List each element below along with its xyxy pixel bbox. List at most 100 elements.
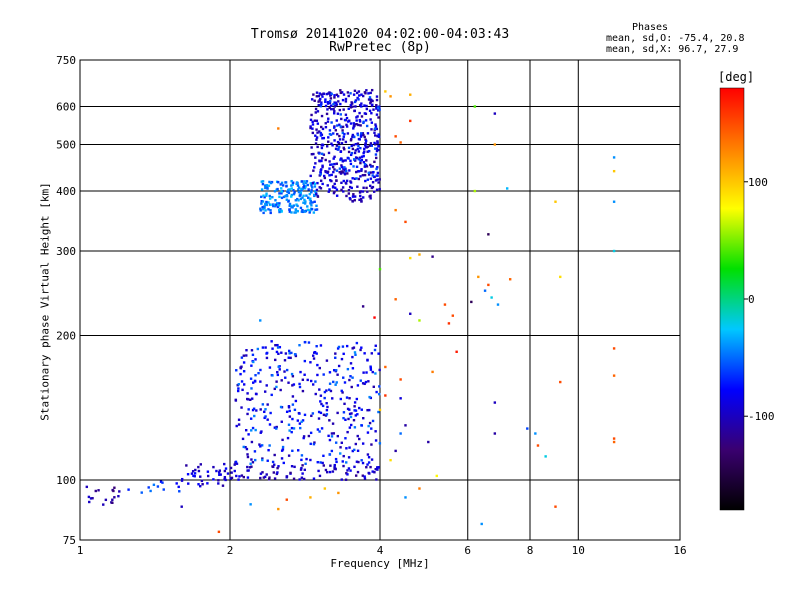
data-point (266, 185, 269, 188)
data-point (185, 464, 188, 467)
data-point (312, 442, 316, 446)
data-point (287, 191, 291, 195)
data-point (347, 417, 350, 421)
data-point (230, 476, 234, 480)
data-point (326, 470, 329, 474)
data-point (554, 200, 557, 203)
data-point (331, 397, 334, 400)
data-point (351, 367, 355, 370)
data-point (559, 275, 562, 279)
data-point (178, 490, 181, 493)
data-point (254, 458, 257, 462)
data-point (363, 352, 366, 355)
data-point (261, 346, 265, 349)
data-point (378, 442, 382, 445)
data-point (338, 134, 341, 138)
data-point (118, 490, 121, 493)
data-point (354, 99, 358, 102)
data-point (265, 351, 269, 355)
data-point (273, 463, 276, 466)
data-point (223, 462, 226, 466)
data-point (278, 208, 281, 212)
data-point (309, 118, 313, 122)
data-point (358, 94, 361, 97)
data-point (363, 135, 366, 139)
data-point (293, 211, 296, 214)
data-point (329, 104, 333, 107)
data-point (309, 202, 312, 205)
data-point (370, 352, 373, 355)
data-point (364, 170, 367, 173)
data-point (310, 189, 313, 192)
data-point (342, 190, 345, 193)
data-point (343, 148, 346, 151)
data-point (349, 104, 353, 107)
data-point (344, 97, 348, 101)
data-point (355, 91, 359, 95)
data-point (361, 305, 365, 308)
data-point (279, 388, 282, 392)
data-point (365, 165, 369, 168)
data-point (324, 122, 327, 125)
data-point (354, 105, 357, 108)
data-point (351, 376, 354, 379)
data-point (319, 173, 322, 176)
data-point (317, 100, 320, 103)
data-point (315, 91, 319, 94)
data-point (376, 134, 379, 138)
data-point (322, 373, 325, 376)
data-point (300, 420, 303, 423)
data-point (296, 197, 299, 201)
data-point (355, 397, 359, 401)
data-point (612, 200, 616, 203)
data-point (240, 406, 243, 409)
data-point (355, 460, 359, 463)
data-point (242, 361, 246, 364)
data-point (311, 383, 315, 386)
data-point (241, 388, 244, 392)
data-point (332, 126, 336, 129)
data-point (353, 151, 357, 155)
data-point (274, 344, 277, 347)
data-point (487, 233, 490, 236)
data-point (349, 469, 352, 472)
data-point (266, 403, 269, 406)
data-point (327, 140, 330, 143)
data-point (340, 389, 343, 393)
data-point (348, 378, 351, 382)
data-point (264, 415, 267, 418)
data-point (285, 194, 289, 198)
data-point (287, 423, 291, 426)
data-point (351, 135, 354, 138)
data-point (113, 496, 116, 499)
data-point (302, 201, 305, 204)
data-point (374, 143, 377, 146)
data-point (330, 142, 333, 145)
data-point (493, 401, 497, 404)
data-point (340, 441, 343, 444)
data-point (362, 196, 365, 199)
data-point (334, 101, 338, 104)
data-point (351, 355, 354, 359)
data-point (333, 139, 336, 142)
data-point (327, 92, 330, 95)
data-point (361, 474, 365, 477)
data-point (534, 432, 537, 435)
data-point (347, 146, 351, 150)
data-point (329, 91, 332, 95)
data-point (364, 112, 368, 116)
data-point (217, 471, 221, 474)
data-point (295, 182, 298, 186)
data-point (85, 485, 89, 489)
data-point (331, 165, 335, 169)
data-point (360, 459, 363, 462)
data-point (223, 469, 227, 473)
data-point (240, 474, 244, 477)
data-point (277, 352, 280, 355)
data-point (418, 253, 421, 256)
data-point (313, 193, 316, 197)
data-point (112, 489, 115, 493)
data-point (332, 132, 335, 135)
data-point (330, 435, 334, 438)
data-point (357, 460, 360, 464)
